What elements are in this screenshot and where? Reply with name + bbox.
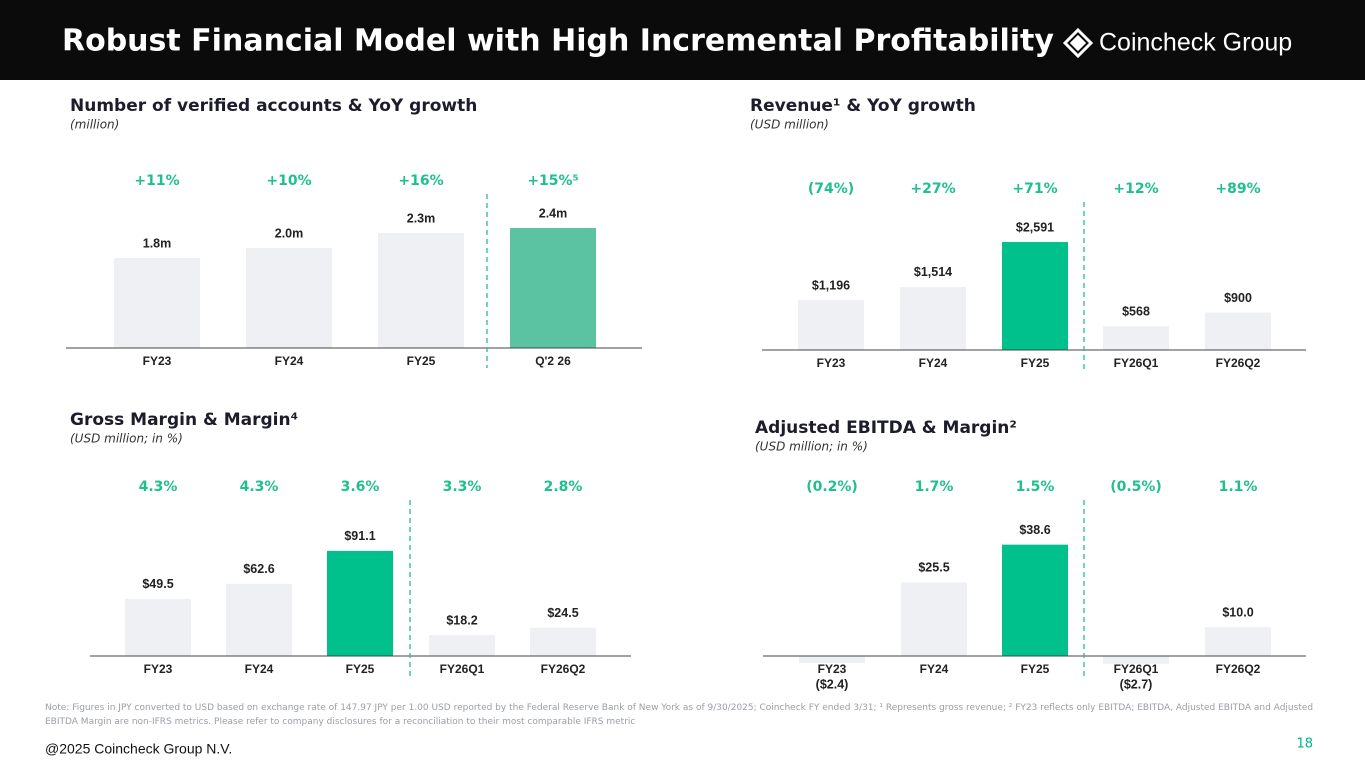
growth-label: (74%)	[808, 181, 854, 197]
x-tick-label: FY24	[245, 662, 274, 676]
chart-subtitle: (USD million; in %)	[70, 432, 183, 446]
value-label: 1.8m	[143, 236, 172, 250]
growth-label: +11%	[134, 173, 179, 189]
bar	[900, 286, 966, 350]
growth-label: 4.3%	[240, 479, 279, 495]
x-tick-label: FY26Q2	[1216, 356, 1261, 370]
x-tick-label: FY26Q1	[440, 662, 485, 676]
chart-title: Number of verified accounts & YoY growth	[70, 96, 477, 116]
value-label: $10.0	[1222, 605, 1253, 619]
x-tick-label: FY26Q2	[1216, 662, 1261, 676]
bar	[246, 248, 332, 348]
value-label: $18.2	[446, 613, 477, 627]
header-bar	[0, 0, 1365, 80]
bar	[1103, 656, 1169, 664]
x-tick-label: Q'2 26	[535, 354, 571, 368]
bar	[114, 258, 200, 348]
growth-label: (0.5%)	[1110, 479, 1162, 495]
value-label: $49.5	[142, 577, 173, 591]
bar	[327, 550, 393, 656]
bar	[798, 300, 864, 350]
bar	[378, 233, 464, 348]
value-label: 2.0m	[275, 226, 304, 240]
bar	[1205, 627, 1271, 656]
value-label: $1,514	[914, 265, 952, 279]
value-label: ($2.4)	[816, 677, 849, 691]
growth-label: 1.5%	[1016, 479, 1055, 495]
growth-label: +89%	[1215, 181, 1260, 197]
bar	[125, 598, 191, 656]
value-label: $62.6	[243, 562, 274, 576]
x-tick-label: FY25	[1021, 356, 1050, 370]
x-tick-label: FY23	[143, 354, 172, 368]
x-tick-label: FY24	[919, 356, 948, 370]
x-tick-label: FY26Q1	[1114, 662, 1159, 676]
logo-icon	[1062, 27, 1094, 59]
bar	[1002, 544, 1068, 656]
footnote: Note: Figures in JPY converted to USD ba…	[45, 703, 1314, 727]
x-tick-label: FY25	[407, 354, 436, 368]
growth-label: (0.2%)	[806, 479, 858, 495]
x-tick-label: FY23	[818, 662, 847, 676]
chart-title: Revenue¹ & YoY growth	[750, 96, 976, 116]
value-label: $568	[1122, 305, 1150, 319]
growth-label: 1.1%	[1219, 479, 1258, 495]
bar	[1103, 326, 1169, 350]
chart-title: Gross Margin & Margin⁴	[70, 410, 298, 430]
bar	[429, 635, 495, 656]
slide-title: Robust Financial Model with High Increme…	[62, 24, 1054, 59]
bar	[1205, 312, 1271, 350]
value-label: ($2.7)	[1120, 677, 1153, 691]
x-tick-label: FY25	[346, 662, 375, 676]
value-label: 2.4m	[539, 206, 568, 220]
value-label: $25.5	[918, 561, 949, 575]
chart-title: Adjusted EBITDA & Margin²	[755, 418, 1017, 438]
x-tick-label: FY26Q1	[1114, 356, 1159, 370]
value-label: $24.5	[547, 606, 578, 620]
x-tick-label: FY25	[1021, 662, 1050, 676]
x-tick-label: FY24	[920, 662, 949, 676]
logo-text: Coincheck Group	[1099, 29, 1292, 57]
bar	[799, 656, 865, 663]
bar	[510, 228, 596, 348]
growth-label: +16%	[398, 173, 443, 189]
growth-label: 1.7%	[915, 479, 954, 495]
value-label: $2,591	[1016, 220, 1054, 234]
chart-subtitle: (USD million)	[750, 118, 829, 132]
bar	[901, 582, 967, 656]
growth-label: +15%⁵	[527, 173, 578, 189]
bar	[226, 583, 292, 656]
value-label: $900	[1224, 291, 1252, 305]
growth-label: 4.3%	[139, 479, 178, 495]
bar	[1002, 242, 1068, 350]
copyright: @2025 Coincheck Group N.V.	[45, 741, 232, 757]
value-label: $38.6	[1019, 523, 1050, 537]
x-tick-label: FY24	[275, 354, 304, 368]
x-tick-label: FY23	[817, 356, 846, 370]
value-label: $1,196	[812, 278, 850, 292]
x-tick-label: FY26Q2	[541, 662, 586, 676]
growth-label: +12%	[1113, 181, 1158, 197]
bar	[530, 627, 596, 656]
growth-label: 3.6%	[341, 479, 380, 495]
chart-subtitle: (million)	[70, 118, 119, 132]
x-tick-label: FY23	[144, 662, 173, 676]
value-label: 2.3m	[407, 211, 436, 225]
growth-label: 2.8%	[544, 479, 583, 495]
growth-label: +27%	[910, 181, 955, 197]
page-number: 18	[1296, 737, 1313, 752]
growth-label: 3.3%	[443, 479, 482, 495]
growth-label: +10%	[266, 173, 311, 189]
value-label: $91.1	[344, 529, 375, 543]
growth-label: +71%	[1012, 181, 1057, 197]
chart-subtitle: (USD million; in %)	[755, 440, 868, 454]
